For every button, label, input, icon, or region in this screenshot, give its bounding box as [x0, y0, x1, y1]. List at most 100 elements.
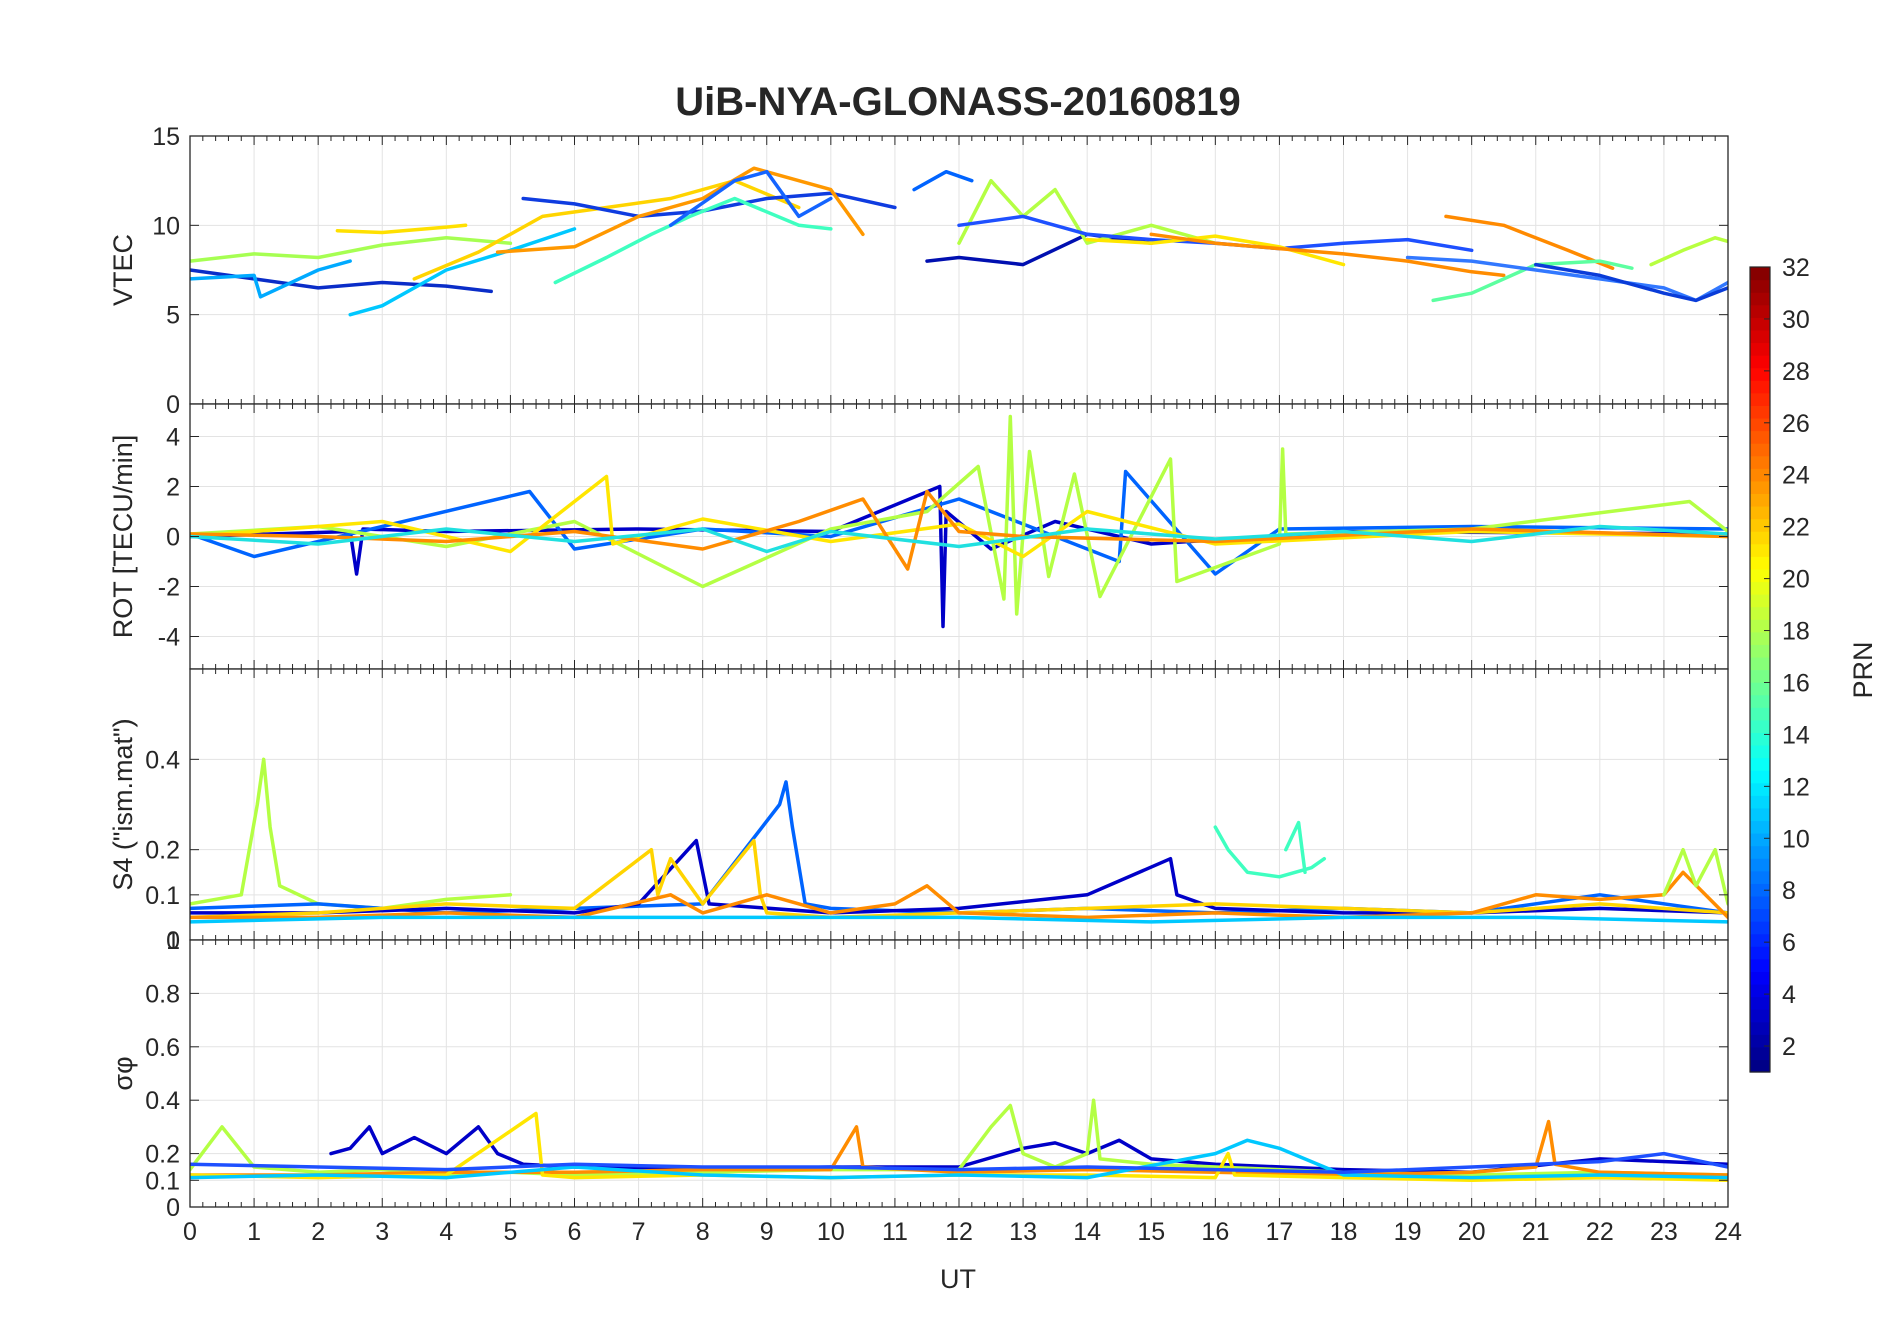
colorbar-tick-label: 30: [1782, 306, 1810, 334]
colorbar-segment: [1750, 531, 1770, 545]
colorbar-segment: [1750, 807, 1770, 822]
colorbar-tick-label: 16: [1782, 669, 1810, 697]
y-tick-label: 0.2: [145, 1141, 180, 1169]
y-axis-label: VTEC: [108, 234, 138, 306]
y-tick-label: 0.1: [145, 1167, 180, 1195]
series-line-5: [190, 1138, 1728, 1180]
tick-marks: [189, 135, 1729, 405]
panel-2: -4 -2 0 2 4 ROT [TECU/min]: [108, 403, 1729, 670]
colorbar-segment: [1750, 946, 1770, 960]
y-tick-label: -4: [158, 624, 180, 652]
colorbar-tick-label: 32: [1782, 254, 1810, 282]
series-line-7: [190, 870, 1728, 920]
series-line-5: [190, 489, 1728, 571]
colorbar-segment: [1750, 493, 1770, 507]
colorbar-segment: [1750, 732, 1770, 746]
x-tick-label: 6: [568, 1218, 582, 1246]
series-line-8: [495, 166, 865, 254]
colorbar-segment: [1750, 707, 1770, 721]
tick-marks: [189, 939, 1729, 1208]
colorbar-segment: [1750, 694, 1770, 708]
colorbar-tick-label: 8: [1782, 877, 1796, 905]
series-line-8: [190, 915, 1728, 924]
colorbar-segment: [1750, 304, 1770, 318]
colorbar-segment: [1750, 682, 1770, 696]
colorbar-segment: [1750, 933, 1770, 947]
chart-title: UiB-NYA-GLONASS-20160819: [675, 80, 1240, 124]
colorbar-tick-label: 20: [1782, 566, 1810, 594]
series-line-3: [348, 227, 577, 317]
colorbar-tick-label: 24: [1782, 462, 1810, 490]
colorbar-segment: [1750, 606, 1770, 620]
colorbar-tick-label: 22: [1782, 514, 1810, 542]
colorbar-segment: [1750, 971, 1770, 985]
series-line-5: [190, 838, 1728, 915]
colorbar-segment: [1750, 543, 1770, 557]
y-tick-label: 0.1: [145, 882, 180, 910]
colorbar-segment: [1750, 468, 1770, 482]
y-tick-label: 5: [166, 302, 180, 330]
colorbar-segment: [1750, 518, 1770, 532]
colorbar-segment: [1750, 455, 1770, 469]
series-line-1: [190, 757, 513, 911]
colorbar-tick-label: 2: [1782, 1033, 1796, 1061]
series-line-17: [1444, 214, 1615, 270]
series-line-3: [1213, 825, 1327, 879]
colorbar-segment: [1750, 594, 1770, 608]
series-line-20: [1534, 262, 1728, 303]
y-axis-label: σφ: [108, 1056, 138, 1090]
y-tick-label: 0: [166, 927, 180, 955]
colorbar-segment: [1750, 1059, 1770, 1073]
colorbar-segment: [1750, 669, 1770, 683]
y-tick-label: 0.8: [145, 980, 180, 1008]
colorbar-segment: [1750, 430, 1770, 444]
y-tick-label: 2: [166, 474, 180, 502]
series-line-15: [1085, 234, 1346, 267]
x-tick-label: 2: [311, 1218, 325, 1246]
series-group: [190, 757, 1728, 924]
series-line-2: [190, 259, 352, 299]
colorbar-tick-label: 6: [1782, 929, 1796, 957]
colorbar-segment: [1750, 556, 1770, 570]
y-tick-label: 0.4: [145, 1087, 180, 1115]
y-tick-label: 0: [166, 391, 180, 419]
series-line-6: [190, 524, 1728, 554]
colorbar-tick-label: 28: [1782, 358, 1810, 386]
colorbar-segment: [1750, 405, 1770, 419]
x-tick-label: 21: [1522, 1218, 1550, 1246]
colorbar-segment: [1750, 279, 1770, 293]
colorbar-segment: [1750, 631, 1770, 645]
colorbar-segment: [1750, 267, 1770, 281]
panel-4: 00.10.20.40.60.810 1 2 3 4 5 6 7 8 9 10 11 12 13 14 15 1…: [108, 927, 1742, 1246]
series-line-13: [957, 178, 1218, 245]
x-tick-label: 11: [882, 1218, 908, 1246]
x-tick-label: 19: [1394, 1218, 1422, 1246]
y-tick-label: 0.4: [145, 746, 180, 774]
series-group: [190, 1098, 1728, 1183]
x-tick-label: 20: [1458, 1218, 1486, 1246]
colorbar-segment: [1750, 342, 1770, 356]
colorbar-segment: [1750, 1034, 1770, 1048]
x-tick-label: 17: [1266, 1218, 1294, 1246]
colorbar-segment: [1750, 719, 1770, 733]
colorbar-segment: [1750, 983, 1770, 998]
y-tick-label: 1: [166, 927, 180, 955]
x-tick-label: 1: [247, 1218, 261, 1246]
series-line-9: [553, 196, 833, 285]
series-line-21: [1649, 236, 1728, 267]
x-tick-label: 22: [1586, 1218, 1614, 1246]
colorbar-frame: [1749, 266, 1771, 1073]
y-tick-label: 0: [166, 524, 180, 552]
colorbar-tick-label: 14: [1782, 721, 1810, 749]
colorbar-segment: [1750, 757, 1770, 771]
x-tick-label: 12: [945, 1218, 973, 1246]
colorbar-segment: [1750, 782, 1770, 796]
x-tick-label: 18: [1330, 1218, 1358, 1246]
colorbar-segment: [1750, 1009, 1770, 1023]
grid: [189, 404, 1729, 669]
colorbar-segment: [1750, 820, 1770, 834]
panel-3: 0 0.1 0.2 0.4S4 ("ism.mat"): [108, 668, 1729, 955]
colorbar-segment: [1750, 908, 1770, 922]
